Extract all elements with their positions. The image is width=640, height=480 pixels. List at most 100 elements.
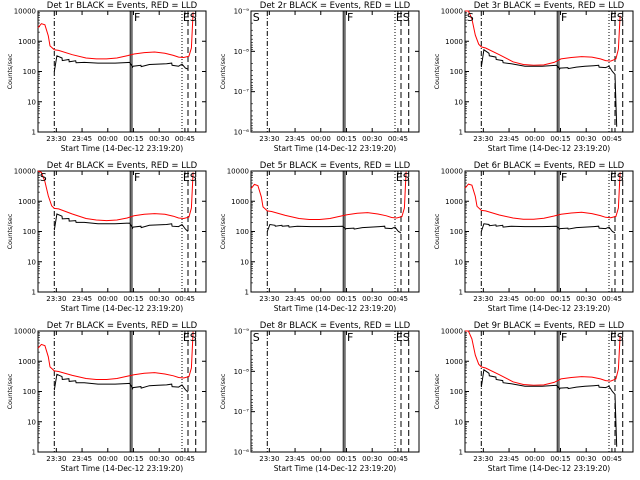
x-tick-label: 23:45 bbox=[499, 295, 519, 303]
plot-frame bbox=[250, 170, 420, 293]
x-tick-label: 00:30 bbox=[149, 295, 169, 303]
y-tick-label: 10000 bbox=[441, 328, 463, 336]
marker-label: S bbox=[40, 171, 47, 184]
marker-label: S bbox=[253, 331, 260, 344]
y-tick-label: 10⁻⁹ bbox=[234, 8, 250, 16]
y-tick-label: 10 bbox=[27, 418, 36, 426]
x-axis-label: Start Time (14-Dec-12 23:19:20) bbox=[61, 304, 183, 313]
y-tick-label: 10⁻⁹ bbox=[234, 328, 250, 336]
marker-label: F bbox=[561, 171, 567, 184]
y-tick-label: 10⁻⁷ bbox=[234, 408, 250, 416]
y-tick-label: 10 bbox=[240, 258, 249, 266]
x-tick-label: 00:15 bbox=[336, 135, 356, 143]
marker-label: S bbox=[617, 171, 624, 184]
plot-frame bbox=[37, 170, 207, 293]
x-tick-label: 00:15 bbox=[550, 295, 570, 303]
y-tick-label: 10 bbox=[27, 98, 36, 106]
series-lld bbox=[250, 171, 407, 220]
x-tick-label: 23:45 bbox=[285, 295, 305, 303]
x-tick-label: 00:15 bbox=[123, 455, 143, 463]
marker-label: S bbox=[403, 331, 410, 344]
marker-label: F bbox=[561, 11, 567, 24]
panel-title: Det 2r BLACK = Events, RED = LLD bbox=[260, 1, 411, 11]
x-tick-label: 00:00 bbox=[98, 135, 118, 143]
x-tick-label: 00:15 bbox=[336, 455, 356, 463]
y-tick-label: 1 bbox=[32, 449, 36, 457]
x-tick-label: 00:45 bbox=[602, 135, 622, 143]
marker-label: F bbox=[347, 331, 353, 344]
x-tick-label: 00:00 bbox=[525, 455, 545, 463]
detector-panel-4: Det 4r BLACK = Events, RED = LLD 1 10 100 10… bbox=[6, 161, 207, 313]
x-tick-label: 23:45 bbox=[499, 135, 519, 143]
x-tick-label: 00:15 bbox=[336, 295, 356, 303]
marker-label: S bbox=[617, 331, 624, 344]
y-tick-label: 1 bbox=[32, 129, 36, 137]
x-tick-label: 23:45 bbox=[285, 455, 305, 463]
x-tick-label: 00:30 bbox=[576, 135, 596, 143]
y-tick-label: 10000 bbox=[441, 8, 463, 16]
panel-title: Det 8r BLACK = Events, RED = LLD bbox=[260, 321, 411, 331]
plot-frame bbox=[37, 330, 207, 453]
y-axis-label: Counts/sec bbox=[6, 373, 14, 409]
plot-frame bbox=[464, 170, 634, 293]
series-events bbox=[480, 368, 618, 447]
y-tick-label: 100 bbox=[450, 388, 463, 396]
marker-label: F bbox=[134, 171, 140, 184]
x-tick-label: 00:15 bbox=[123, 135, 143, 143]
x-axis-label: Start Time (14-Dec-12 23:19:20) bbox=[274, 144, 396, 153]
y-tick-label: 100 bbox=[450, 228, 463, 236]
y-tick-label: 10000 bbox=[227, 168, 249, 176]
x-tick-label: 23:45 bbox=[72, 455, 92, 463]
y-tick-label: 10000 bbox=[14, 8, 36, 16]
x-axis-label: Start Time (14-Dec-12 23:19:20) bbox=[274, 464, 396, 473]
series-events bbox=[480, 48, 618, 127]
y-tick-label: 10 bbox=[454, 258, 463, 266]
plot-frame bbox=[464, 330, 634, 453]
marker-label: E bbox=[183, 171, 190, 184]
x-tick-label: 23:45 bbox=[72, 295, 92, 303]
series-events bbox=[480, 223, 616, 234]
y-axis-label: Counts/sec bbox=[433, 53, 441, 89]
series-lld bbox=[37, 170, 194, 222]
marker-label: E bbox=[183, 11, 190, 24]
y-tick-label: 10⁻⁶ bbox=[234, 449, 250, 457]
detector-panel-9: Det 9r BLACK = Events, RED = LLD 1 10 100 10… bbox=[433, 321, 634, 473]
x-axis-label: Start Time (14-Dec-12 23:19:20) bbox=[488, 304, 610, 313]
x-tick-label: 23:30 bbox=[259, 135, 279, 143]
x-tick-label: 23:30 bbox=[259, 295, 279, 303]
panel-title: Det 7r BLACK = Events, RED = LLD bbox=[47, 321, 198, 331]
x-tick-label: 00:45 bbox=[602, 455, 622, 463]
x-tick-label: 00:30 bbox=[362, 135, 382, 143]
y-tick-label: 100 bbox=[23, 68, 36, 76]
x-axis-label: Start Time (14-Dec-12 23:19:20) bbox=[61, 144, 183, 153]
x-tick-label: 23:30 bbox=[473, 455, 493, 463]
x-tick-label: 00:15 bbox=[550, 135, 570, 143]
y-tick-label: 1000 bbox=[18, 358, 36, 366]
plot-frame bbox=[37, 10, 207, 133]
y-tick-label: 10000 bbox=[14, 168, 36, 176]
y-axis-label: Counts/sec bbox=[219, 213, 227, 249]
marker-label: F bbox=[347, 11, 353, 24]
marker-label: E bbox=[610, 331, 617, 344]
marker-label: E bbox=[396, 331, 403, 344]
x-tick-label: 00:00 bbox=[98, 455, 118, 463]
y-tick-label: 1000 bbox=[231, 198, 249, 206]
x-axis-label: Start Time (14-Dec-12 23:19:20) bbox=[61, 464, 183, 473]
marker-label: S bbox=[467, 11, 474, 24]
x-tick-label: 23:30 bbox=[473, 135, 493, 143]
x-axis-label: Start Time (14-Dec-12 23:19:20) bbox=[488, 464, 610, 473]
x-tick-label: 00:00 bbox=[311, 455, 331, 463]
x-tick-label: 00:00 bbox=[98, 295, 118, 303]
panel-title: Det 9r BLACK = Events, RED = LLD bbox=[474, 321, 625, 331]
x-tick-label: 00:30 bbox=[362, 455, 382, 463]
y-tick-label: 1 bbox=[459, 289, 463, 297]
y-axis-label: Counts/sec bbox=[6, 213, 14, 249]
detector-panel-1: Det 1r BLACK = Events, RED = LLD 1 10 100 10… bbox=[6, 1, 207, 153]
x-axis-label: Start Time (14-Dec-12 23:19:20) bbox=[274, 304, 396, 313]
detector-panel-5: Det 5r BLACK = Events, RED = LLD 1 10 100 10… bbox=[219, 161, 420, 313]
detector-panel-2: Det 2r BLACK = Events, RED = LLD 10⁻⁶ 10⁻⁷… bbox=[219, 1, 420, 153]
series-lld bbox=[465, 330, 621, 386]
x-tick-label: 23:45 bbox=[499, 455, 519, 463]
y-tick-label: 100 bbox=[23, 228, 36, 236]
